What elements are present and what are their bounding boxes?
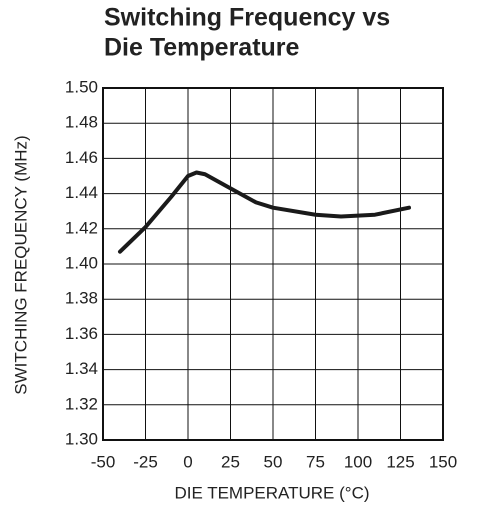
y-tick-label: 1.44 (65, 183, 98, 202)
x-tick-label: 50 (264, 452, 283, 471)
data-line (118, 170, 411, 254)
y-tick-label: 1.38 (65, 289, 98, 308)
y-tick-label: 1.32 (65, 394, 98, 413)
x-tick-label: -50 (91, 452, 116, 471)
x-tick-label: 125 (386, 452, 414, 471)
y-axis-label: SWITCHING FREQUENCY (MHz) (11, 135, 30, 394)
y-tick-label: 1.34 (65, 359, 98, 378)
y-tick-label: 1.50 (65, 77, 98, 96)
chart-title: Die Temperature (104, 34, 300, 62)
y-tick-label: 1.46 (65, 148, 98, 167)
y-tick-label: 1.42 (65, 218, 98, 237)
x-tick-label: 25 (221, 452, 240, 471)
y-tick-label: 1.30 (65, 429, 98, 448)
y-tick-label: 1.36 (65, 324, 98, 343)
y-tick-label: 1.40 (65, 253, 98, 272)
x-tick-label: -25 (133, 452, 158, 471)
x-tick-label: 100 (344, 452, 372, 471)
y-tick-label: 1.48 (65, 113, 98, 132)
x-tick-label: 150 (429, 452, 457, 471)
chart-title: Switching Frequency vs (104, 4, 390, 32)
x-tick-label: 75 (306, 452, 325, 471)
x-axis-label: DIE TEMPERATURE (°C) (174, 483, 369, 502)
x-tick-label: 0 (183, 452, 192, 471)
plot-frame (102, 87, 444, 441)
